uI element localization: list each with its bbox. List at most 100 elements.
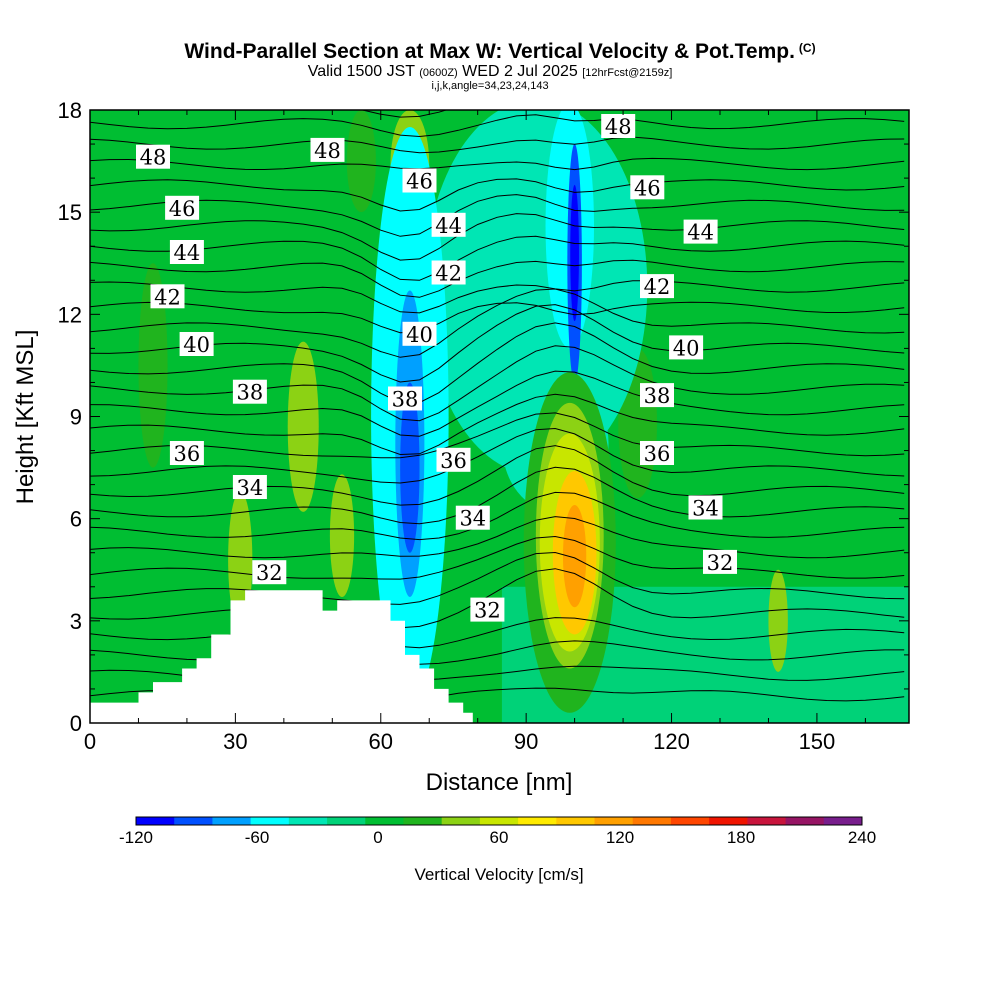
theta-label-box — [136, 144, 170, 169]
theta-contour — [90, 412, 905, 459]
theta-label-text: 40 — [183, 333, 210, 357]
theta-label-box — [640, 274, 674, 299]
theta-label-text: 48 — [314, 139, 341, 163]
colorbar-label: -60 — [245, 828, 270, 847]
theta-contour — [90, 345, 905, 422]
theta-contour — [90, 235, 905, 281]
theta-contour-label: 40 — [402, 321, 437, 347]
theta-label-text: 46 — [634, 176, 661, 200]
x-tick-label: 150 — [799, 729, 836, 754]
theta-contour — [90, 259, 905, 298]
theta-contour-label: 32 — [703, 549, 737, 575]
colorbar-swatch — [594, 817, 634, 825]
theta-label-text: 36 — [440, 449, 467, 473]
theta-label-box — [630, 175, 665, 200]
theta-label-box — [640, 383, 674, 408]
theta-contour-label: 42 — [640, 274, 674, 299]
colorbar-label: 120 — [606, 828, 634, 847]
theta-label-text: 36 — [644, 442, 671, 466]
colorbar-label: -120 — [119, 828, 153, 847]
theta-contour-lines — [90, 110, 905, 702]
theta-label-box — [683, 219, 718, 244]
colorbar-swatch — [823, 817, 863, 825]
chart-title-text: Wind-Parallel Section at Max W: Vertical… — [184, 40, 795, 63]
chart-title-block: Wind-Parallel Section at Max W: Vertical… — [0, 36, 1000, 92]
theta-label-text: 46 — [406, 170, 433, 194]
y-tick-label: 0 — [70, 711, 82, 736]
colorbar-swatch — [747, 817, 787, 825]
index-line: i,j,k,angle=34,23,24,143 — [431, 80, 549, 92]
theta-label-box — [232, 379, 267, 404]
terrain — [90, 590, 473, 723]
theta-label-text: 48 — [605, 115, 632, 139]
y-tick-label: 6 — [70, 507, 82, 532]
theta-contour — [90, 304, 905, 383]
theta-label-box — [436, 447, 471, 472]
theta-label-box — [688, 495, 723, 520]
theta-contour — [90, 466, 905, 525]
theta-label-text: 34 — [237, 476, 264, 500]
theta-label-text: 42 — [435, 262, 462, 286]
velocity-region — [346, 110, 376, 213]
colorbar-label: 60 — [490, 828, 509, 847]
theta-label-text: 40 — [406, 323, 433, 347]
colorbar-swatch — [518, 817, 557, 825]
theta-contour-label: 38 — [640, 383, 674, 408]
theta-contour — [90, 370, 905, 437]
colorbar-swatch — [403, 817, 443, 825]
theta-label-text: 46 — [169, 197, 196, 221]
theta-contour — [90, 157, 905, 171]
theta-label-box — [169, 441, 204, 465]
theta-label-text: 32 — [474, 599, 501, 623]
theta-contour — [90, 393, 905, 456]
theta-label-text: 38 — [644, 384, 671, 408]
theta-contour-label: 46 — [165, 195, 200, 221]
theta-contour — [90, 551, 905, 605]
theta-contour — [90, 535, 905, 580]
theta-contour — [90, 114, 905, 138]
theta-contour — [90, 213, 905, 261]
theta-label-box — [150, 284, 185, 309]
theta-contour-label: 40 — [179, 332, 214, 357]
theta-contour-label: 34 — [688, 495, 723, 521]
theta-label-box — [165, 195, 200, 220]
theta-label-box — [252, 560, 287, 585]
theta-label-text: 48 — [140, 146, 167, 170]
velocity-region — [329, 474, 355, 597]
theta-contour-label: 42 — [150, 284, 185, 309]
colorbar-swatch — [365, 817, 404, 825]
theta-contour-label: 34 — [455, 505, 490, 531]
theta-label-box — [640, 441, 674, 465]
theta-contour — [90, 427, 905, 484]
theta-contour — [90, 194, 905, 237]
theta-label-text: 44 — [687, 221, 714, 245]
theta-label-text: 44 — [435, 214, 462, 238]
copyright-mark: (C) — [798, 41, 816, 55]
colorbar-swatch — [136, 817, 175, 825]
colorbar-title: Vertical Velocity [cm/s] — [414, 865, 583, 884]
colorbar-swatch — [250, 817, 290, 825]
theta-label-text: 38 — [392, 388, 419, 412]
y-tick-label: 9 — [70, 405, 82, 430]
y-tick-label: 18 — [58, 98, 82, 123]
colorbar-swatch — [709, 817, 748, 825]
colorbar-label: 240 — [848, 828, 876, 847]
theta-label-box — [402, 321, 437, 346]
theta-label-box — [232, 475, 267, 499]
valid-utc: (0600Z) — [419, 67, 458, 79]
theta-label-text: 42 — [644, 275, 671, 299]
theta-label-text: 38 — [237, 381, 264, 405]
theta-contour-label: 32 — [252, 560, 287, 585]
theta-contour-label: 42 — [431, 260, 466, 286]
theta-contour-label: 46 — [402, 168, 437, 194]
theta-contour-label: 38 — [388, 386, 422, 412]
forecast-info: [12hrFcst@2159z] — [582, 67, 673, 79]
colorbar-swatch — [441, 817, 481, 825]
theta-contour — [90, 491, 905, 541]
theta-label-text: 34 — [459, 507, 486, 531]
theta-label-box — [669, 335, 704, 360]
theta-contour-label: 36 — [640, 441, 674, 466]
colorbar-label: 180 — [727, 828, 755, 847]
theta-label-text: 32 — [707, 551, 734, 575]
